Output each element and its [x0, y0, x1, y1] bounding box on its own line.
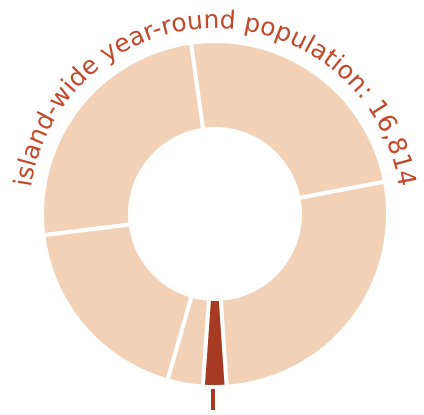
- wedge: [218, 179, 390, 389]
- wedge: [188, 39, 388, 201]
- donut: [40, 39, 390, 389]
- wedge: [41, 222, 195, 383]
- wedge: [40, 40, 206, 238]
